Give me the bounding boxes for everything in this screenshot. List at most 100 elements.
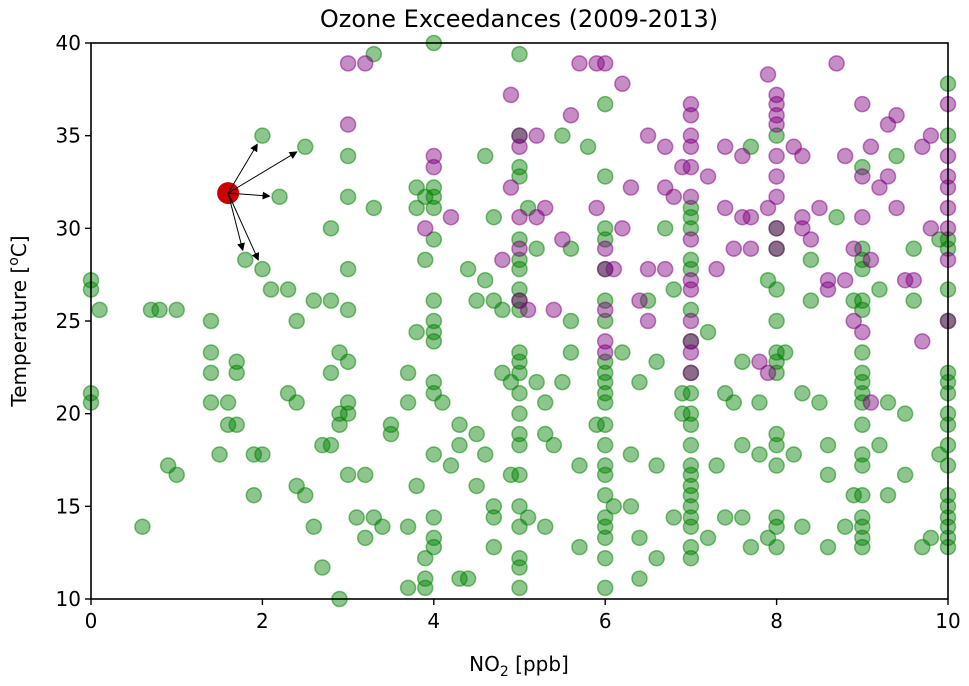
green-point: [271, 188, 288, 206]
x-label-sub: 2: [500, 664, 509, 680]
green-point: [511, 251, 528, 269]
green-point: [451, 570, 468, 587]
neighbor-arrow: [227, 192, 245, 252]
green-point: [511, 559, 528, 576]
green-point: [682, 385, 700, 402]
green-point: [339, 188, 357, 206]
green-point: [819, 436, 837, 454]
purple-point: [759, 66, 777, 83]
points-layer: [82, 34, 957, 608]
green-point: [468, 477, 485, 495]
green-point: [682, 509, 700, 526]
green-point: [879, 394, 897, 411]
purple-point: [725, 240, 742, 257]
green-point: [596, 168, 614, 185]
y-tick-label: 30: [56, 216, 81, 240]
green-point: [674, 405, 691, 422]
green-point: [511, 549, 528, 567]
purple-point: [768, 116, 785, 133]
green-point: [768, 518, 785, 535]
purple-point: [339, 116, 357, 133]
x-axis-label: NO2 [ppb]: [469, 652, 569, 680]
x-tick-label: 2: [256, 609, 269, 633]
x-label-main: NO: [469, 652, 500, 676]
green-point: [502, 466, 520, 484]
purple-point: [356, 55, 374, 72]
green-point: [425, 333, 443, 350]
purple-point: [836, 271, 854, 289]
purple-point: [854, 95, 871, 113]
green-point: [596, 457, 614, 474]
purple-point: [502, 179, 520, 196]
green-point: [682, 199, 700, 217]
green-point: [202, 312, 220, 330]
green-point: [768, 281, 785, 298]
green-point: [408, 199, 425, 217]
purple-point: [682, 95, 700, 113]
green-point: [682, 251, 700, 269]
green-point: [596, 394, 614, 411]
green-point: [682, 466, 700, 484]
purple-point: [682, 188, 700, 206]
green-point: [596, 373, 614, 391]
green-point: [819, 538, 837, 556]
purple-point: [605, 260, 623, 278]
green-point: [416, 251, 434, 269]
green-point: [168, 301, 185, 319]
green-point: [425, 529, 443, 547]
green-point: [374, 518, 391, 535]
green-point: [219, 394, 237, 411]
purple-point: [734, 147, 751, 165]
green-point: [785, 446, 802, 463]
green-point: [854, 457, 871, 474]
purple-point: [734, 208, 751, 226]
y-axis: 10 15 20 25 30 35 40: [56, 31, 91, 611]
green-point: [442, 457, 460, 474]
green-point: [665, 509, 683, 526]
green-point: [854, 251, 871, 269]
green-point: [408, 323, 425, 341]
x-label-rest: [ppb]: [509, 652, 569, 676]
green-point: [254, 260, 271, 278]
green-point: [716, 509, 734, 526]
green-point: [511, 260, 528, 278]
green-point: [596, 95, 614, 113]
purple-point: [639, 260, 657, 278]
green-point: [485, 208, 503, 226]
purple-point: [682, 138, 700, 156]
y-tick-label: 25: [56, 309, 81, 333]
purple-point: [888, 107, 905, 124]
green-point: [734, 509, 751, 526]
purple-point: [802, 231, 820, 248]
purple-point: [596, 240, 614, 257]
green-point: [596, 549, 614, 567]
green-point: [725, 394, 742, 411]
purple-point: [759, 199, 777, 217]
y-label-sup: o: [6, 257, 22, 266]
green-point: [879, 486, 897, 504]
purple-point: [682, 364, 700, 382]
green-point: [314, 436, 331, 454]
purple-point: [819, 281, 837, 298]
green-point: [596, 436, 614, 454]
purple-point: [596, 55, 614, 72]
purple-point: [768, 86, 785, 104]
green-point: [854, 301, 871, 319]
green-point: [511, 498, 528, 515]
purple-point: [416, 220, 434, 237]
green-point: [854, 344, 871, 361]
green-point: [682, 477, 700, 495]
green-point: [339, 353, 357, 371]
green-point: [511, 45, 528, 63]
purple-point: [699, 168, 717, 185]
green-point: [434, 394, 451, 411]
purple-point: [682, 333, 700, 350]
green-point: [151, 301, 168, 319]
purple-point: [545, 301, 563, 319]
purple-point: [682, 281, 700, 298]
green-point: [768, 425, 785, 443]
green-point: [528, 373, 545, 391]
green-point: [682, 457, 700, 474]
green-point: [399, 364, 417, 382]
